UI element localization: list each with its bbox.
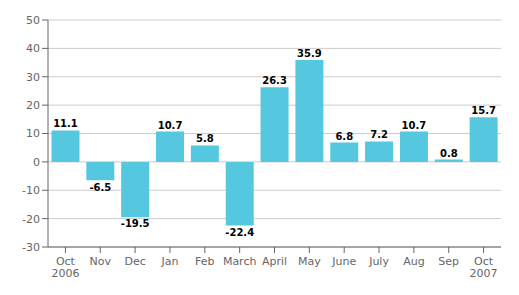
svg-text:Nov: Nov: [90, 255, 112, 268]
svg-text:Sep: Sep: [438, 255, 459, 268]
svg-text:Jan: Jan: [160, 255, 178, 268]
svg-text:-22.4: -22.4: [225, 227, 254, 238]
svg-text:15.7: 15.7: [471, 105, 496, 116]
svg-text:35.9: 35.9: [297, 48, 322, 59]
svg-text:Aug: Aug: [403, 255, 424, 268]
svg-text:-30: -30: [22, 241, 40, 254]
svg-text:11.1: 11.1: [53, 118, 78, 129]
svg-text:Oct2007: Oct2007: [470, 255, 498, 280]
svg-text:March: March: [223, 255, 257, 268]
svg-text:April: April: [262, 255, 287, 268]
svg-text:10.7: 10.7: [158, 120, 183, 131]
svg-text:June: June: [331, 255, 356, 268]
svg-text:5.8: 5.8: [196, 133, 214, 144]
svg-text:-10: -10: [22, 184, 40, 197]
svg-text:50: 50: [26, 14, 40, 27]
svg-text:26.3: 26.3: [262, 75, 287, 86]
svg-text:20: 20: [26, 99, 40, 112]
svg-text:Feb: Feb: [195, 255, 214, 268]
svg-text:July: July: [368, 255, 389, 268]
svg-text:30: 30: [26, 71, 40, 84]
svg-text:10: 10: [26, 127, 40, 140]
svg-text:7.2: 7.2: [370, 129, 388, 140]
svg-text:6.8: 6.8: [335, 131, 353, 142]
svg-text:10.7: 10.7: [402, 120, 427, 131]
svg-text:-19.5: -19.5: [121, 218, 150, 229]
svg-text:-20: -20: [22, 213, 40, 226]
svg-text:0.8: 0.8: [440, 148, 458, 159]
svg-text:0: 0: [33, 156, 40, 169]
svg-text:Oct2006: Oct2006: [51, 255, 79, 280]
svg-text:May: May: [298, 255, 321, 268]
svg-text:-6.5: -6.5: [89, 182, 111, 193]
svg-text:40: 40: [26, 42, 40, 55]
svg-text:Dec: Dec: [124, 255, 145, 268]
